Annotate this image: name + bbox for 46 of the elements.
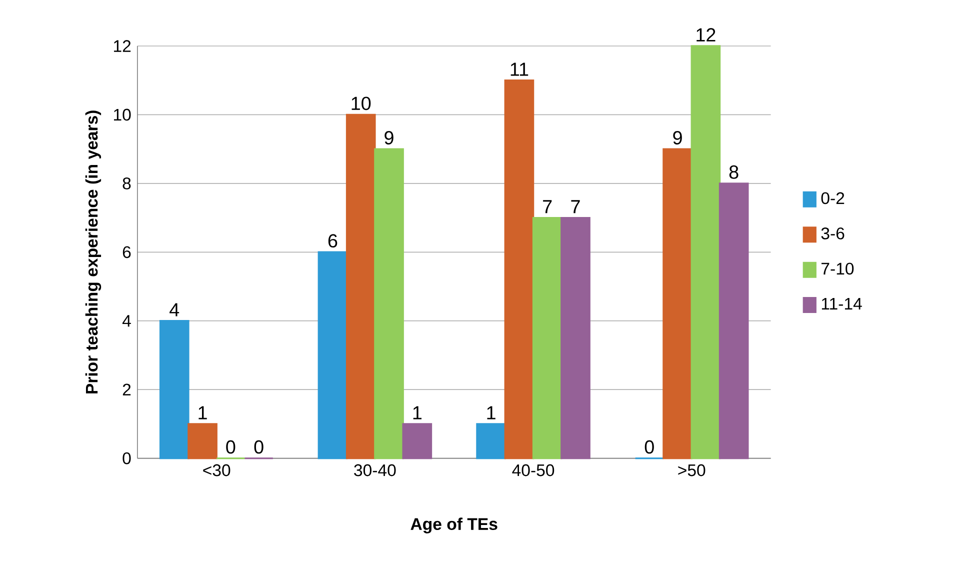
data-label: 1 — [198, 406, 207, 420]
data-label: 12 — [696, 28, 716, 42]
y-tick-label: 6 — [122, 246, 131, 258]
data-label: 1 — [487, 406, 496, 420]
x-tick-label: 40-50 — [512, 464, 554, 476]
data-label: 0 — [226, 440, 236, 454]
y-tick-label: 0 — [122, 452, 131, 464]
bar — [718, 182, 749, 460]
y-tick-label: 2 — [122, 384, 131, 396]
data-label: 6 — [328, 234, 338, 248]
data-label: 8 — [729, 166, 738, 179]
bar — [159, 320, 190, 460]
bar — [476, 423, 506, 460]
x-tick-label: >50 — [678, 464, 706, 476]
legend-label: 3-6 — [821, 228, 844, 240]
bar — [532, 217, 562, 460]
bar — [560, 217, 590, 460]
data-label: 1 — [413, 406, 422, 420]
bar — [374, 148, 404, 460]
bar — [318, 251, 348, 460]
data-label: 0 — [254, 440, 264, 454]
bar — [662, 148, 692, 460]
bar — [690, 45, 721, 460]
data-label: 7 — [543, 200, 552, 214]
legend-label: 7-10 — [822, 262, 854, 275]
y-tick-label: 12 — [114, 40, 131, 52]
bar — [402, 423, 432, 460]
y-tick-label: 4 — [122, 315, 131, 327]
bar — [346, 114, 376, 460]
x-tick-label: 30-40 — [354, 464, 396, 476]
legend-label: 11-14 — [822, 298, 862, 310]
y-axis-title: Prior teaching experience (in years) — [85, 110, 102, 394]
legend-label: 0-2 — [821, 192, 844, 204]
x-tick-label: <30 — [203, 464, 230, 476]
data-label: 7 — [571, 200, 580, 214]
data-label: 0 — [644, 440, 654, 454]
data-label: 4 — [170, 303, 180, 316]
data-label: 9 — [673, 131, 682, 145]
data-label: 10 — [352, 96, 371, 110]
bar — [504, 80, 534, 460]
bar — [188, 423, 218, 460]
data-label: 11 — [510, 62, 528, 76]
x-axis-title: Age of TEs — [410, 518, 498, 534]
y-tick-label: 8 — [122, 178, 131, 190]
data-label: 9 — [384, 131, 394, 145]
y-tick-label: 10 — [114, 108, 131, 121]
